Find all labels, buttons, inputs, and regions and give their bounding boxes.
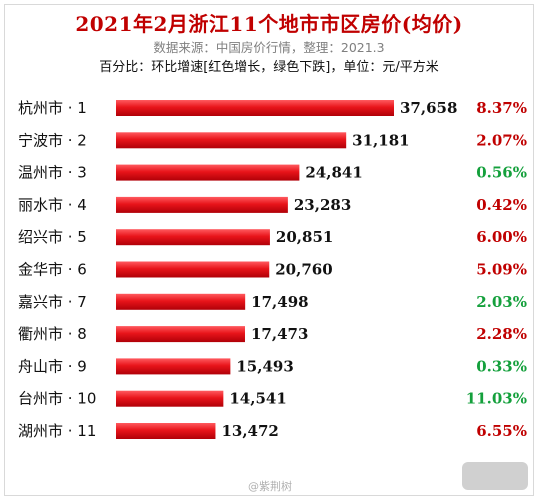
value-label: 20,760	[275, 261, 332, 279]
legend-note: 百分比：环比增速[红色增长，绿色下跌]，单位：元/平方米	[99, 60, 439, 75]
bar	[116, 293, 246, 310]
bar	[116, 390, 224, 407]
bar	[116, 132, 347, 149]
value-label: 31,181	[352, 131, 409, 149]
change-label: 0.42%	[476, 196, 527, 214]
category-label: 衢州市 · 8	[18, 325, 87, 343]
data-source-note: 数据来源：中国房价行情，整理：2021.3	[153, 40, 385, 55]
value-label: 15,493	[236, 357, 293, 375]
bar	[116, 196, 288, 213]
chart-frame	[4, 4, 534, 496]
change-label: 2.07%	[476, 131, 527, 149]
bar	[116, 100, 394, 116]
category-label: 金华市 · 6	[18, 261, 87, 279]
category-label: 台州市 · 10	[18, 390, 96, 408]
value-label: 23,283	[294, 196, 351, 214]
watermark-logo-badge	[462, 462, 528, 490]
category-label: 舟山市 · 9	[18, 357, 87, 375]
bar	[116, 229, 270, 246]
value-label: 37,658	[400, 99, 457, 117]
bar	[116, 261, 270, 278]
bar	[116, 423, 216, 439]
bar	[116, 164, 300, 181]
category-label: 嘉兴市 · 7	[18, 293, 87, 311]
change-label: 5.09%	[476, 261, 527, 279]
value-label: 24,841	[305, 164, 362, 182]
value-label: 17,473	[251, 325, 308, 343]
category-label: 绍兴市 · 5	[18, 228, 87, 246]
category-label: 丽水市 · 4	[18, 196, 87, 214]
change-label: 6.00%	[476, 228, 527, 246]
change-label: 11.03%	[466, 390, 527, 408]
change-label: 2.28%	[476, 325, 527, 343]
watermark-text: @紫荆树	[248, 480, 292, 493]
value-label: 14,541	[229, 390, 286, 408]
change-label: 0.33%	[476, 357, 527, 375]
category-label: 杭州市 · 1	[18, 99, 87, 117]
change-label: 8.37%	[476, 99, 527, 117]
category-label: 宁波市 · 2	[18, 131, 87, 149]
bar	[116, 358, 231, 375]
category-label: 湖州市 · 11	[18, 422, 96, 440]
category-label: 温州市 · 3	[18, 164, 87, 182]
chart-title: 2021年2月浙江11个地市市区房价(均价)	[75, 12, 463, 36]
value-label: 13,472	[221, 422, 278, 440]
change-label: 2.03%	[476, 293, 527, 311]
bar	[116, 326, 245, 343]
value-label: 17,498	[251, 293, 308, 311]
value-label: 20,851	[276, 228, 333, 246]
change-label: 6.55%	[476, 422, 527, 440]
change-label: 0.56%	[476, 164, 527, 182]
